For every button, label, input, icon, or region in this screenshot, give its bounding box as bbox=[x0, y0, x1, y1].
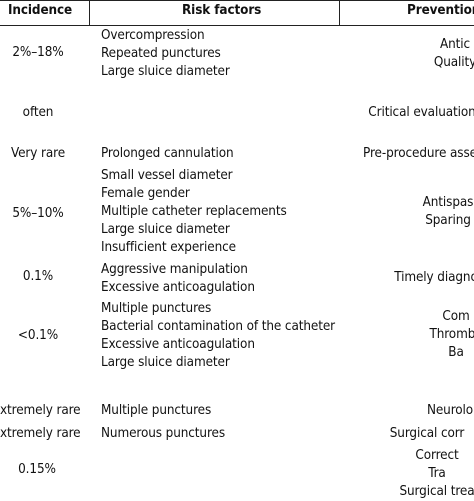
risk-factor-list: Multiple punctures bbox=[101, 402, 211, 420]
risk-factor-item: Insufficient experience bbox=[101, 240, 236, 255]
prevention-item: Surgical trea bbox=[399, 484, 474, 499]
prevention-item: Surgical corr bbox=[389, 426, 465, 441]
risk-factor-item: Large sluice diameter bbox=[101, 355, 230, 370]
incidence-cell: 0.15% bbox=[18, 462, 56, 477]
prevention-item: Correct bbox=[415, 448, 459, 463]
prevention-item: Pre-procedure asse bbox=[363, 146, 474, 161]
prevention-item: Critical evaluation bbox=[368, 105, 474, 120]
risk-factor-item: Prolonged cannulation bbox=[101, 146, 234, 161]
risk-factor-list: Numerous punctures bbox=[101, 425, 225, 443]
prevention-item: Quality bbox=[433, 55, 474, 70]
risk-factor-item: Excessive anticoagulation bbox=[101, 280, 255, 295]
incidence-cell: xtremely rare bbox=[0, 403, 81, 418]
risk-factor-item: Small vessel diameter bbox=[101, 168, 233, 183]
prevention-list: Pre-procedure asse bbox=[363, 145, 474, 163]
prevention-item: Sparing bbox=[425, 213, 471, 228]
incidence-cell: 5%–10% bbox=[12, 206, 64, 221]
prevention-list: Antispas Sparing bbox=[423, 194, 474, 230]
prevention-item: Neurolo bbox=[426, 403, 474, 418]
prevention-item: Antic bbox=[439, 37, 471, 52]
prevention-item: Antispas bbox=[422, 195, 474, 210]
prevention-list: Timely diagno bbox=[394, 269, 474, 287]
risk-factor-item: Aggressive manipulation bbox=[101, 262, 248, 277]
risk-factor-item: Numerous punctures bbox=[101, 426, 226, 441]
header-incidence: Incidence bbox=[8, 3, 73, 18]
risk-factor-list: Small vessel diameter Female gender Mult… bbox=[101, 167, 287, 257]
header-divider-1 bbox=[89, 0, 90, 25]
prevention-list: Com Thrombo Ba bbox=[429, 308, 474, 362]
header-risk-factors: Risk factors bbox=[182, 3, 262, 18]
incidence-cell: often bbox=[22, 105, 54, 120]
risk-factor-list: Overcompression Repeated punctures Large… bbox=[101, 27, 230, 81]
risk-factor-item: Overcompression bbox=[101, 28, 205, 43]
risk-factor-list: Prolonged cannulation bbox=[101, 145, 234, 163]
prevention-item: Timely diagno bbox=[394, 270, 474, 285]
prevention-list: Correct Tra Surgical trea bbox=[399, 447, 474, 501]
risk-factor-list: Aggressive manipulation Excessive antico… bbox=[101, 261, 255, 297]
prevention-item: Com bbox=[442, 309, 470, 324]
header-top-rule bbox=[0, 0, 474, 1]
prevention-item: Ba bbox=[448, 345, 464, 360]
prevention-list: Critical evaluation bbox=[368, 104, 474, 122]
incidence-cell: xtremely rare bbox=[0, 426, 81, 441]
prevention-list: Surgical corr bbox=[390, 425, 465, 443]
prevention-list: Antic Quality bbox=[434, 36, 474, 72]
risk-factor-item: Multiple punctures bbox=[101, 301, 212, 316]
risk-factor-item: Large sluice diameter bbox=[101, 222, 230, 237]
incidence-cell: Very rare bbox=[10, 146, 66, 161]
risk-factor-item: Large sluice diameter bbox=[101, 64, 230, 79]
header-bottom-rule bbox=[0, 25, 474, 26]
risk-factor-item: Female gender bbox=[101, 186, 190, 201]
incidence-cell: <0.1% bbox=[17, 328, 59, 343]
incidence-cell: 2%–18% bbox=[12, 45, 64, 60]
prevention-list: Neurolo bbox=[427, 402, 473, 420]
risk-factor-item: Multiple punctures bbox=[101, 403, 212, 418]
header-divider-2 bbox=[339, 0, 340, 25]
prevention-item: Tra bbox=[428, 466, 446, 481]
risk-factor-list: Multiple punctures Bacterial contaminati… bbox=[101, 300, 335, 372]
risk-factor-item: Multiple catheter replacements bbox=[101, 204, 287, 219]
risk-factor-item: Bacterial contamination of the catheter bbox=[101, 319, 335, 334]
risk-factor-item: Repeated punctures bbox=[101, 46, 221, 61]
prevention-item: Thrombo bbox=[429, 327, 474, 342]
header-prevention: Prevention bbox=[407, 3, 474, 18]
incidence-cell: 0.1% bbox=[22, 269, 54, 284]
risk-factor-item: Excessive anticoagulation bbox=[101, 337, 255, 352]
